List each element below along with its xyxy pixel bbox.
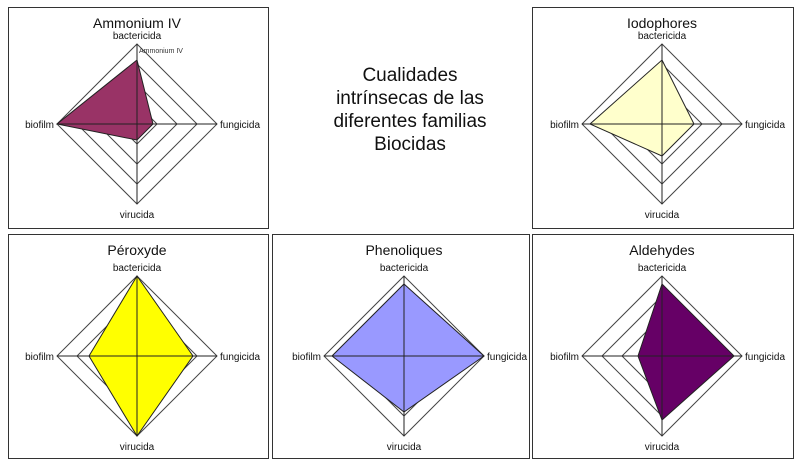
axis-label-virucida: virucida [120,210,155,221]
page-title-line-3: diferentes familias [333,111,487,132]
series-polygon [55,59,154,141]
chart-title: Aldehydes [629,242,694,258]
series-label: Ammonium IV [139,48,183,55]
chart-title: Péroxyde [107,242,166,258]
series-polygon [637,283,735,421]
page-title-line-2: intrínsecas de las [336,88,484,109]
axis-label-fungicida: fungicida [745,120,785,131]
radar-chart: Ammonium IVbactericidafungicidavirucidab… [25,15,260,221]
axis-label-bactericida: bactericida [638,263,687,274]
axis-label-fungicida: fungicida [220,120,260,131]
chart-panel-aldehydes: Aldehydes bactericida fungicida virucida bio… [532,234,794,459]
axis-label-bactericida: bactericida [638,31,687,42]
series-polygon [589,59,695,157]
chart-title: Ammonium IV [93,15,182,31]
axis-label-fungicida: fungicida [487,352,527,363]
axis-label-fungicida: fungicida [745,352,785,363]
chart-panel-phenoliques: Phenoliques bactericida fungicida virucida b… [272,234,530,459]
chart-title: Iodophores [627,15,697,31]
axis-label-bactericida: bactericida [380,263,429,274]
radar-chart: Péroxyde bactericida fungicida virucida biof… [25,242,260,453]
chart-panel-ammonium-iv: Ammonium IV bactericida fungicida virucida b… [8,7,269,229]
chart-title: Phenoliques [365,242,442,258]
page-title: Cualidades intrínsecas de las diferentes… [290,64,530,156]
page-title-line-1: Cualidades [362,65,458,86]
axis-label-biofilm: biofilm [550,352,579,363]
axis-label-fungicida: fungicida [220,352,260,363]
axis-label-virucida: virucida [645,442,680,453]
series-polygon [331,283,485,413]
axis-label-biofilm: biofilm [25,352,54,363]
axis-label-virucida: virucida [387,442,422,453]
radar-chart: Aldehydes bactericida fungicida virucida bio… [550,242,785,453]
axis-label-virucida: virucida [645,210,680,221]
page-title-line-4: Biocidas [374,134,446,155]
radar-chart: Phenoliques bactericida fungicida virucida b… [292,242,527,453]
axis-label-bactericida: bactericida [113,31,162,42]
chart-panel-peroxyde: Péroxyde bactericida fungicida virucida biof… [8,234,269,459]
axis-label-virucida: virucida [120,442,155,453]
axis-label-biofilm: biofilm [292,352,321,363]
chart-panel-iodophores: Iodophores bactericida fungicida virucida bi… [532,7,794,229]
axis-label-biofilm: biofilm [550,120,579,131]
axis-label-bactericida: bactericida [113,263,162,274]
axis-label-biofilm: biofilm [25,120,54,131]
